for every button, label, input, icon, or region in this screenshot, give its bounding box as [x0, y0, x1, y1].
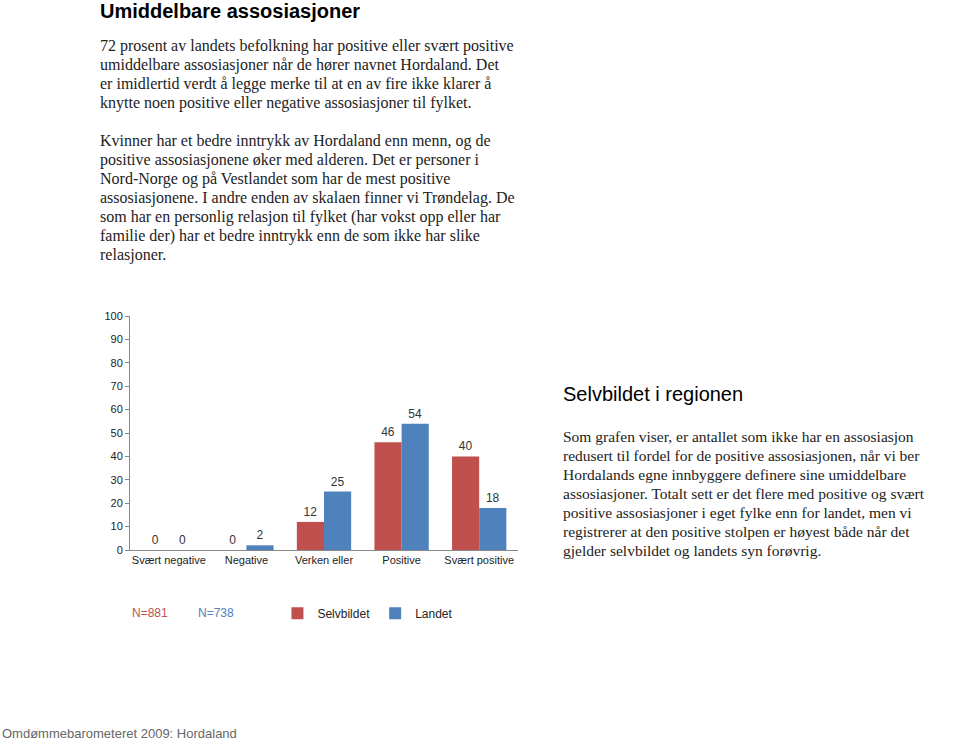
- svg-text:40: 40: [111, 450, 123, 462]
- svg-text:50: 50: [111, 427, 123, 439]
- svg-text:60: 60: [111, 403, 123, 415]
- svg-text:90: 90: [111, 333, 123, 345]
- svg-text:18: 18: [486, 491, 500, 505]
- svg-text:Svært negative: Svært negative: [132, 554, 206, 566]
- svg-text:0: 0: [229, 533, 236, 547]
- html-text:72 prosent av landets befolkni: 72 prosent av landets befolkning har pos…: [100, 37, 514, 111]
- html-text:Selvbildet i regionen: Selvbildet i regionen: [563, 383, 744, 405]
- svg-text:40: 40: [459, 439, 473, 453]
- svg-text:Svært positive: Svært positive: [444, 554, 514, 566]
- html-text:Kvinner har et bedre inntrykk: Kvinner har et bedre inntrykk av Hordala…: [100, 132, 515, 263]
- svg-text:46: 46: [381, 425, 395, 439]
- svg-text:2: 2: [256, 528, 263, 542]
- svg-text:0: 0: [179, 533, 186, 547]
- html-text:Som grafen viser, er antallet: Som grafen viser, er antallet som ikke h…: [563, 428, 925, 559]
- html-text:Omdømmebarometeret 2009: Horda: Omdømmebarometeret 2009: Hordaland: [2, 726, 237, 741]
- svg-text:12: 12: [304, 505, 318, 519]
- svg-text:100: 100: [104, 310, 122, 322]
- svg-text:0: 0: [117, 544, 123, 556]
- svg-text:54: 54: [408, 407, 422, 421]
- svg-text:70: 70: [111, 380, 123, 392]
- svg-text:25: 25: [331, 475, 345, 489]
- svg-text:Negative: Negative: [225, 554, 268, 566]
- svg-text:N=881: N=881: [132, 606, 168, 620]
- svg-text:Positive: Positive: [382, 554, 421, 566]
- svg-text:0: 0: [152, 533, 159, 547]
- svg-text:Selvbildet: Selvbildet: [317, 607, 370, 621]
- svg-text:30: 30: [111, 474, 123, 486]
- svg-text:20: 20: [111, 497, 123, 509]
- svg-text:80: 80: [111, 357, 123, 369]
- svg-text:10: 10: [111, 520, 123, 532]
- html-text:Umiddelbare assosiasjoner: Umiddelbare assosiasjoner: [100, 0, 361, 22]
- svg-text:Landet: Landet: [415, 607, 452, 621]
- svg-text:N=738: N=738: [198, 606, 234, 620]
- svg-text:Verken eller: Verken eller: [295, 554, 353, 566]
